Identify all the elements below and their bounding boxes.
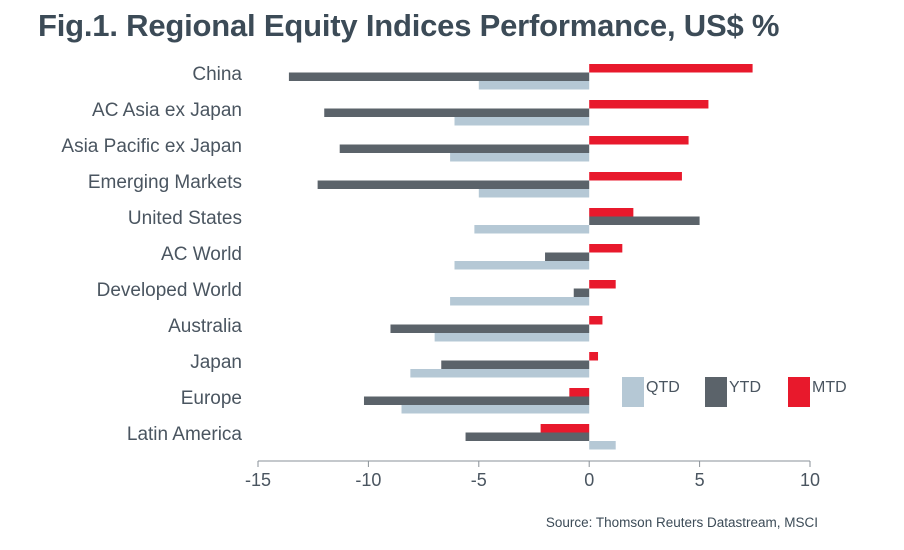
bar-qtd-australia xyxy=(434,333,590,342)
legend-swatch-qtd xyxy=(622,377,644,407)
x-tick-label: -5 xyxy=(471,470,487,490)
bar-ytd-emerging-markets xyxy=(317,180,590,189)
category-label: Australia xyxy=(168,316,242,337)
x-tick-label: 5 xyxy=(695,470,705,490)
chart-title: Fig.1. Regional Equity Indices Performan… xyxy=(38,8,780,43)
bar-qtd-emerging-markets xyxy=(478,189,590,198)
bar-qtd-china xyxy=(478,81,590,90)
x-tick-label: 10 xyxy=(800,470,820,490)
bar-mtd-latin-america xyxy=(540,424,590,433)
bar-ytd-japan xyxy=(441,360,590,369)
category-label: Asia Pacific ex Japan xyxy=(61,136,242,157)
legend-label-ytd: YTD xyxy=(729,379,761,396)
bar-ytd-europe xyxy=(363,396,590,405)
legend-label-qtd: QTD xyxy=(646,379,680,396)
category-label: Europe xyxy=(181,388,242,409)
bar-ytd-united-states xyxy=(589,216,700,225)
bar-qtd-latin-america xyxy=(589,441,616,450)
category-label: Japan xyxy=(190,352,242,373)
bar-ytd-ac-asia-ex-japan xyxy=(324,108,590,117)
bar-qtd-united-states xyxy=(474,225,590,234)
bar-mtd-ac-asia-ex-japan xyxy=(589,100,709,109)
category-label: Latin America xyxy=(127,424,243,445)
bar-qtd-europe xyxy=(401,405,590,414)
bar-mtd-australia xyxy=(589,316,603,325)
category-label: AC World xyxy=(161,244,242,265)
bar-ytd-china xyxy=(288,72,590,81)
legend-swatch-mtd xyxy=(788,377,810,407)
bar-qtd-ac-world xyxy=(454,261,590,270)
bar-qtd-asia-pacific-ex-japan xyxy=(450,153,590,162)
x-tick-label: -10 xyxy=(355,470,381,490)
source-note: Source: Thomson Reuters Datastream, MSCI xyxy=(545,515,818,530)
bar-mtd-china xyxy=(589,64,753,73)
bar-ytd-developed-world xyxy=(573,288,590,297)
bar-ytd-latin-america xyxy=(465,432,590,441)
category-label: Emerging Markets xyxy=(88,172,242,193)
bar-ytd-asia-pacific-ex-japan xyxy=(339,144,590,153)
category-label: Developed World xyxy=(97,280,242,301)
bar-ytd-ac-world xyxy=(545,252,590,261)
category-label: United States xyxy=(128,208,242,229)
x-tick-label: 0 xyxy=(584,470,594,490)
bar-qtd-ac-asia-ex-japan xyxy=(454,117,590,126)
x-tick-label: -15 xyxy=(245,470,271,490)
category-label: AC Asia ex Japan xyxy=(92,100,242,121)
legend-swatch-ytd xyxy=(705,377,727,407)
bar-mtd-asia-pacific-ex-japan xyxy=(589,136,689,145)
bar-mtd-ac-world xyxy=(589,244,623,253)
category-label: China xyxy=(192,64,242,85)
bar-mtd-japan xyxy=(589,352,599,361)
legend-label-mtd: MTD xyxy=(812,379,847,396)
bar-ytd-australia xyxy=(390,324,590,333)
bar-mtd-developed-world xyxy=(589,280,616,289)
bar-mtd-europe xyxy=(569,388,590,397)
bar-qtd-developed-world xyxy=(450,297,590,306)
bar-mtd-united-states xyxy=(589,208,634,217)
bar-mtd-emerging-markets xyxy=(589,172,682,181)
bar-qtd-japan xyxy=(410,369,590,378)
